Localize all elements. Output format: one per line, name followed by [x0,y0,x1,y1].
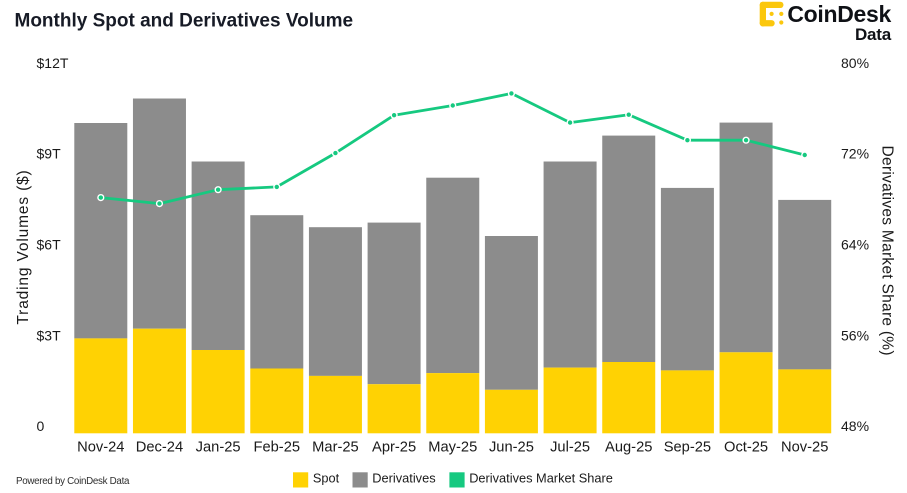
svg-text:Aug-25: Aug-25 [605,439,652,455]
svg-text:Sep-25: Sep-25 [664,439,711,455]
svg-text:Trading Volumes ($): Trading Volumes ($) [15,169,32,324]
svg-text:Derivatives Market Share (%): Derivatives Market Share (%) [879,146,896,356]
svg-text:Apr-25: Apr-25 [372,439,416,455]
svg-text:Jun-25: Jun-25 [489,439,534,455]
svg-text:Jul-25: Jul-25 [550,439,590,455]
svg-text:Dec-24: Dec-24 [136,439,183,455]
svg-text:$6T: $6T [37,237,62,253]
svg-text:Jan-25: Jan-25 [196,439,241,455]
svg-text:Oct-25: Oct-25 [724,439,768,455]
svg-text:80%: 80% [841,55,869,71]
svg-text:CoinDesk: CoinDesk [787,1,891,27]
svg-text:Nov-24: Nov-24 [77,439,124,455]
svg-text:Feb-25: Feb-25 [254,439,301,455]
svg-text:$9T: $9T [37,146,62,162]
svg-text:72%: 72% [841,146,869,162]
svg-text:0: 0 [37,418,45,434]
svg-text:64%: 64% [841,237,869,253]
svg-text:$3T: $3T [37,327,62,343]
svg-text:$12T: $12T [37,55,69,71]
svg-text:Derivatives Market Share: Derivatives Market Share [469,471,613,486]
svg-text:May-25: May-25 [428,439,477,455]
svg-text:Mar-25: Mar-25 [312,439,359,455]
svg-text:Data: Data [855,25,892,44]
svg-text:Monthly Spot and Derivatives V: Monthly Spot and Derivatives Volume [15,10,354,31]
svg-text:Spot: Spot [313,471,340,486]
svg-text:Nov-25: Nov-25 [781,439,828,455]
svg-text:56%: 56% [841,327,869,343]
svg-text:Powered by CoinDesk Data: Powered by CoinDesk Data [16,476,130,487]
svg-text:Derivatives: Derivatives [372,471,435,486]
svg-text:48%: 48% [841,418,869,434]
